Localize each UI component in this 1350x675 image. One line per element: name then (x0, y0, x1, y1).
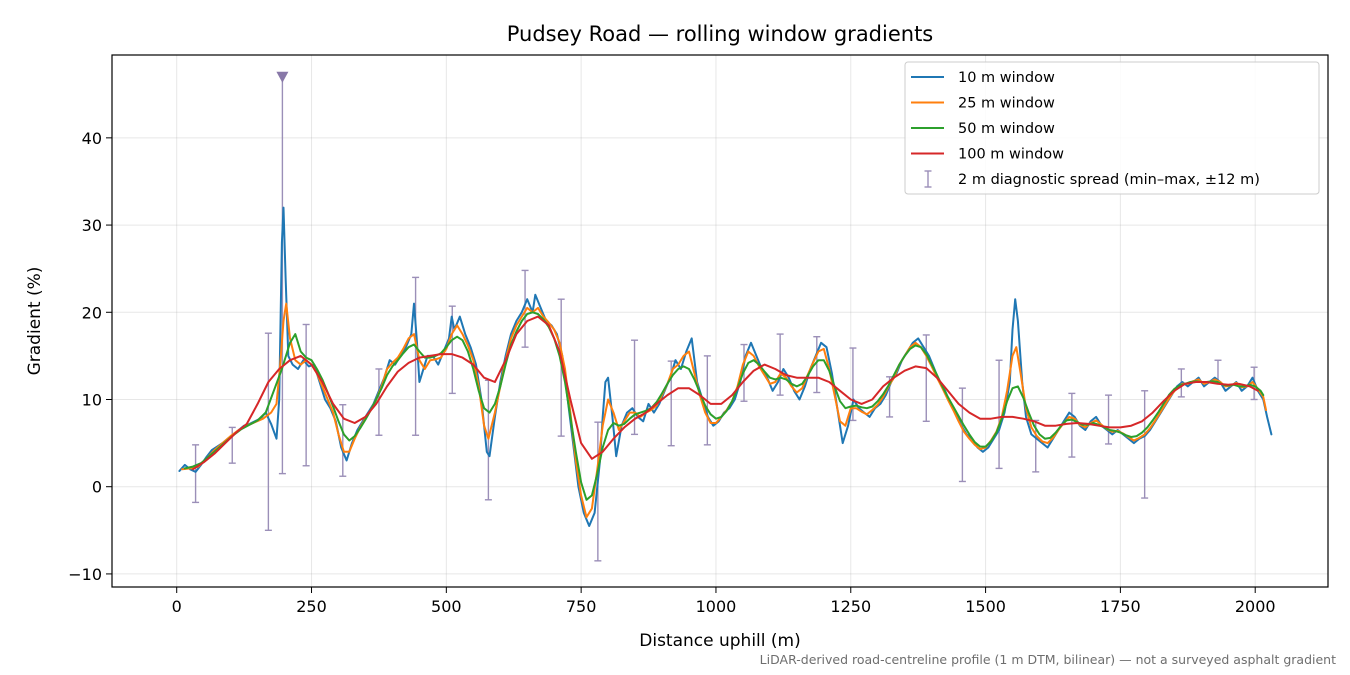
legend-entry: 10 m window (911, 70, 1055, 86)
legend: 10 m window 25 m window 50 m window 100 m w… (904, 61, 1320, 195)
x-tick-label: 2000 (1235, 597, 1276, 616)
spread-errorbar (594, 421, 602, 562)
footnote: LiDAR-derived road-centreline profile (1… (760, 652, 1336, 667)
spread-errorbar (922, 334, 930, 422)
spread-errorbar (958, 387, 966, 483)
x-tick-label: 500 (431, 597, 462, 616)
chart-title: Pudsey Road — rolling window gradients (507, 22, 934, 46)
spread-errorbar (521, 269, 529, 348)
spread-errorbar (776, 333, 784, 396)
legend-label: 100 m window (958, 147, 1064, 163)
series-line-3 (191, 315, 1259, 471)
y-tick-label: 30 (82, 216, 102, 235)
legend-entry: 100 m window (911, 147, 1064, 163)
y-tick-label: 0 (92, 478, 102, 497)
spread-errorbar (276, 71, 289, 475)
plot-frame (111, 54, 1329, 588)
x-tick-label: 250 (296, 597, 327, 616)
spread-errorbar (1068, 392, 1076, 458)
x-tick-label: 1500 (965, 597, 1006, 616)
y-axis-label: Gradient (%) (25, 267, 45, 376)
legend-entry: 2 m diagnostic spread (min–max, ±12 m) (924, 170, 1260, 188)
spread-errorbar (1141, 390, 1149, 499)
x-axis-label: Distance uphill (m) (639, 631, 800, 651)
clipped-triangle-marker (276, 71, 289, 83)
y-tick-label: 20 (82, 303, 102, 322)
spread-errorbar (228, 426, 236, 464)
x-tick-label: 0 (172, 597, 182, 616)
x-tick-label: 1000 (696, 597, 737, 616)
spread-errorbar (995, 359, 1003, 470)
spread-errorbar (375, 368, 383, 436)
series-lines (178, 206, 1273, 527)
spread-errorbar (412, 276, 420, 436)
legend-label: 50 m window (958, 121, 1055, 137)
x-tick-label: 750 (566, 597, 597, 616)
spread-errorbar (264, 332, 272, 532)
spread-errorbar (192, 444, 200, 504)
y-tick-label: 40 (82, 129, 102, 148)
y-tick-label: −10 (68, 565, 102, 584)
diagnostic-spread-markers (192, 71, 1258, 562)
x-tick-label: 1250 (830, 597, 871, 616)
axis-ticks: 0 250 500 750 1000 1250 1500 1750 2000 −10 0 10 20 30… (68, 129, 1275, 616)
spread-errorbar (302, 323, 310, 467)
legend-label: 25 m window (958, 96, 1055, 112)
legend-box (904, 61, 1320, 195)
y-tick-label: 10 (82, 390, 102, 409)
legend-label: 2 m diagnostic spread (min–max, ±12 m) (958, 172, 1260, 188)
x-tick-label: 1750 (1100, 597, 1141, 616)
legend-entry: 25 m window (911, 96, 1055, 112)
legend-entry: 50 m window (911, 121, 1055, 137)
legend-label: 10 m window (958, 70, 1055, 86)
spread-errorbar (813, 335, 821, 394)
spread-errorbar (1105, 394, 1113, 445)
